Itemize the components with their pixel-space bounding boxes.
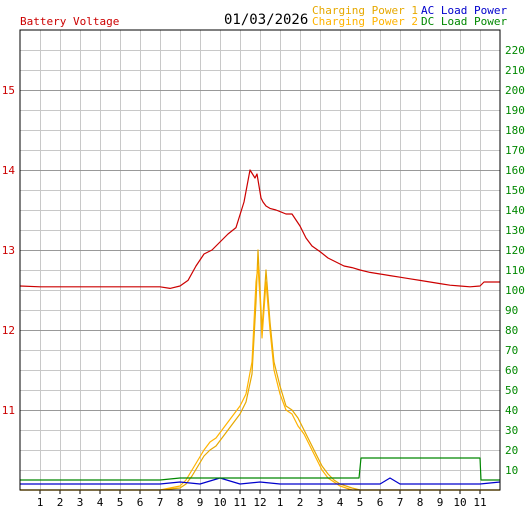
right-tick-label: 80 [505, 324, 518, 337]
plot-frame [19, 29, 501, 491]
left-axis-ticks: 11 12 13 14 15 [2, 84, 16, 417]
right-tick-label: 200 [505, 84, 525, 97]
x-tick-label: 1 [277, 496, 284, 509]
x-tick-label: 3 [77, 496, 84, 509]
right-tick-label: 60 [505, 364, 518, 377]
x-tick-label: 4 [97, 496, 104, 509]
x-tick-label: 5 [117, 496, 124, 509]
x-tick-label: 11 [233, 496, 246, 509]
x-tick-label: 9 [437, 496, 444, 509]
right-tick-label: 20 [505, 444, 518, 457]
x-tick-label: 8 [177, 496, 184, 509]
series-layer [19, 169, 501, 491]
x-tick-label: 2 [297, 496, 304, 509]
left-tick-label: 15 [2, 84, 15, 97]
right-tick-label: 30 [505, 424, 518, 437]
right-tick-label: 180 [505, 124, 525, 137]
series-line-battery-voltage [19, 169, 500, 289]
x-tick-label: 10 [453, 496, 466, 509]
date-label: 01/03/2026 [224, 12, 309, 28]
x-axis-ticks: 1 2 3 4 5 6 7 8 9 10 11 12 1 2 3 4 5 6 7 8 9 10 11 [37, 490, 487, 509]
right-tick-label: 10 [505, 464, 518, 477]
x-tick-label: 6 [137, 496, 144, 509]
right-tick-label: 100 [505, 284, 525, 297]
left-tick-label: 12 [2, 324, 15, 337]
legend-charging-power-1: Charging Power 1 [312, 4, 418, 17]
x-tick-label: 12 [253, 496, 266, 509]
right-tick-label: 210 [505, 64, 525, 77]
series-line-ac-load-power [20, 477, 501, 485]
x-tick-label: 3 [317, 496, 324, 509]
right-tick-label: 110 [505, 264, 525, 277]
x-tick-label: 5 [357, 496, 364, 509]
left-tick-label: 13 [2, 244, 15, 257]
right-tick-label: 120 [505, 244, 525, 257]
right-tick-label: 150 [505, 184, 525, 197]
x-tick-label: 7 [397, 496, 404, 509]
right-tick-label: 190 [505, 104, 525, 117]
right-tick-label: 130 [505, 224, 525, 237]
legend-dc-load-power: DC Load Power [421, 15, 508, 28]
x-tick-label: 8 [417, 496, 424, 509]
plot-grid [20, 30, 500, 490]
right-tick-label: 160 [505, 164, 525, 177]
x-tick-label: 1 [37, 496, 44, 509]
x-tick-label: 6 [377, 496, 384, 509]
right-tick-label: 70 [505, 344, 518, 357]
x-tick-label: 11 [473, 496, 486, 509]
left-tick-label: 11 [2, 404, 15, 417]
x-tick-label: 9 [197, 496, 204, 509]
right-tick-label: 90 [505, 304, 518, 317]
series-line-charging-power-2 [20, 265, 500, 491]
right-tick-label: 220 [505, 44, 525, 57]
x-tick-label: 2 [57, 496, 64, 509]
left-tick-label: 14 [2, 164, 16, 177]
x-tick-label: 7 [157, 496, 164, 509]
right-tick-label: 170 [505, 144, 525, 157]
right-axis-ticks: 10 20 30 40 50 60 70 80 90 100 110 120 130 140 150 160 1… [505, 44, 525, 477]
legend-battery-voltage: Battery Voltage [20, 15, 120, 28]
x-tick-label: 4 [337, 496, 344, 509]
x-tick-label: 10 [213, 496, 226, 509]
right-tick-label: 140 [505, 204, 525, 217]
legend-charging-power-2: Charging Power 2 [312, 15, 418, 28]
series-line-dc-load-power [20, 457, 500, 481]
right-tick-label: 40 [505, 404, 518, 417]
right-tick-label: 50 [505, 384, 518, 397]
legend-ac-load-power: AC Load Power [421, 4, 508, 17]
